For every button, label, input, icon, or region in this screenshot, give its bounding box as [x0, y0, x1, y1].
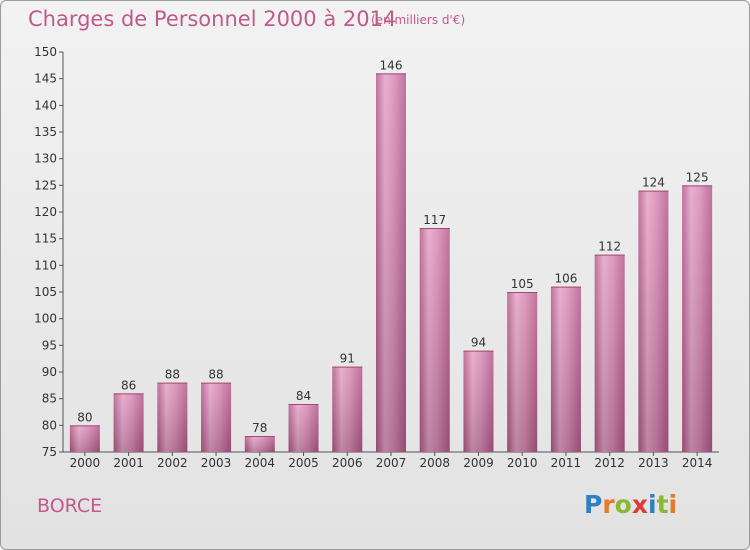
- bar-shade-2010: [507, 292, 538, 452]
- y-tick-label: 80: [42, 418, 57, 432]
- bar-shade-2009: [463, 350, 494, 452]
- value-label-2008: 117: [423, 213, 446, 227]
- y-tick-label: 75: [42, 445, 57, 459]
- value-label-2004: 78: [252, 421, 267, 435]
- chart-title: Charges de Personnel 2000 à 2014: [28, 7, 397, 31]
- value-label-2007: 146: [380, 58, 403, 72]
- value-label-2012: 112: [598, 240, 621, 254]
- proxiti-logo: Proxiti: [584, 490, 677, 519]
- x-tick-label-2008: 2008: [419, 456, 450, 470]
- axes: 75 80 85 90 95 100 105 110 115 120 125 130 135 140 145…: [34, 45, 719, 470]
- value-label-2005: 84: [296, 389, 311, 403]
- x-tick-label-2000: 2000: [70, 456, 101, 470]
- y-tick-label: 110: [34, 258, 57, 272]
- x-tick-label-2001: 2001: [113, 456, 144, 470]
- y-tick-label: 105: [34, 285, 57, 299]
- bar-shade-2002: [157, 382, 188, 452]
- y-tick-label: 100: [34, 312, 57, 326]
- bar-shade-2012: [594, 254, 625, 452]
- value-label-2009: 94: [471, 336, 486, 350]
- value-label-2001: 86: [121, 378, 136, 392]
- logo-letter: i: [648, 490, 657, 519]
- x-tick-label-2009: 2009: [463, 456, 494, 470]
- bar-shade-2013: [638, 190, 669, 452]
- value-label-2010: 105: [511, 277, 534, 291]
- x-tick-label-2013: 2013: [638, 456, 669, 470]
- y-tick-label: 140: [34, 98, 57, 112]
- logo-letter: P: [584, 490, 603, 519]
- bars: [69, 73, 713, 453]
- bar-shade-2004: [244, 436, 275, 452]
- y-tick-label: 150: [34, 45, 57, 59]
- x-tick-label-2002: 2002: [157, 456, 188, 470]
- value-label-2011: 106: [554, 272, 577, 286]
- logo-letter: r: [602, 490, 615, 519]
- bar-shade-2006: [332, 366, 363, 452]
- value-label-2006: 91: [340, 352, 355, 366]
- y-tick-label: 135: [34, 125, 57, 139]
- x-tick-label-2003: 2003: [201, 456, 232, 470]
- value-label-2002: 88: [165, 368, 180, 382]
- y-tick-label: 115: [34, 232, 57, 246]
- value-label-2000: 80: [77, 410, 92, 424]
- value-label-2003: 88: [208, 368, 223, 382]
- y-tick-label: 90: [42, 365, 57, 379]
- value-labels: 80 86 88 88 78 84 91 146 117 94 105 106 112 124 125: [77, 58, 708, 435]
- chart-subtitle: (en milliers d'€): [371, 13, 466, 27]
- bar-shade-2014: [682, 185, 713, 453]
- bar-shade-2001: [113, 393, 144, 452]
- logo-letter: i: [668, 490, 678, 519]
- x-tick-label-2005: 2005: [288, 456, 319, 470]
- y-tick-label: 85: [42, 392, 57, 406]
- x-tick-label-2007: 2007: [376, 456, 407, 470]
- bar-shade-2000: [69, 425, 100, 452]
- value-label-2013: 124: [642, 176, 665, 190]
- y-tick-label: 120: [34, 205, 57, 219]
- y-tick-label: 130: [34, 152, 57, 166]
- y-tick-label: 145: [34, 72, 57, 86]
- x-tick-label-2014: 2014: [682, 456, 713, 470]
- x-tick-label-2004: 2004: [245, 456, 276, 470]
- bar-shade-2011: [550, 286, 581, 452]
- y-tick-label: 95: [42, 338, 57, 352]
- commune-name: BORCE: [37, 495, 103, 517]
- logo-letter: x: [631, 490, 648, 519]
- y-tick-label: 125: [34, 178, 57, 192]
- logo-letter: t: [656, 490, 669, 519]
- bar-shade-2005: [288, 404, 319, 452]
- bar-shade-2003: [201, 382, 232, 452]
- x-tick-label-2011: 2011: [551, 456, 582, 470]
- value-label-2014: 125: [686, 170, 709, 184]
- bar-shade-2008: [419, 228, 450, 452]
- x-tick-label-2006: 2006: [332, 456, 363, 470]
- logo-letter: o: [614, 490, 632, 519]
- x-tick-label-2010: 2010: [507, 456, 538, 470]
- bar-shade-2007: [376, 73, 406, 452]
- x-tick-label-2012: 2012: [594, 456, 625, 470]
